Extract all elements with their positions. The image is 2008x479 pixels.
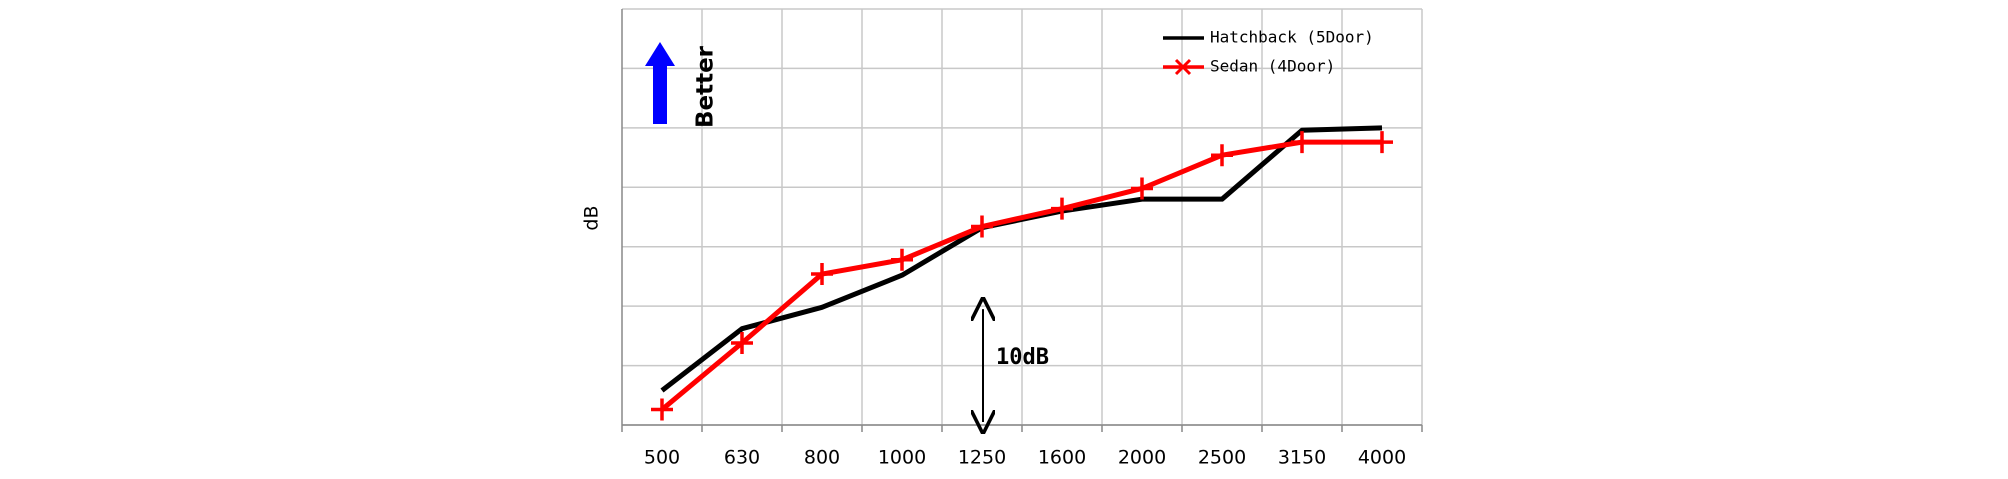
x-tick-label: 800 [804, 447, 840, 469]
legend-label: Sedan (4Door) [1210, 57, 1335, 76]
x-tick-label: 3150 [1278, 447, 1326, 469]
legend-marker [1174, 58, 1192, 76]
x-tick-label: 2500 [1198, 447, 1246, 469]
x-tick-label: 500 [644, 447, 680, 469]
y-axis-label: dB [581, 205, 603, 230]
point-marker [1051, 197, 1073, 220]
x-tick-label: 2000 [1118, 447, 1166, 469]
point-marker [1371, 131, 1393, 154]
scale-label: 10dB [996, 345, 1049, 370]
point-marker [651, 398, 673, 421]
x-tick-label: 630 [724, 447, 760, 469]
point-marker [1131, 177, 1153, 200]
point-marker [1211, 144, 1233, 167]
point-marker [1291, 131, 1313, 154]
x-tick-label: 1250 [958, 447, 1006, 469]
point-marker [731, 331, 753, 354]
better-arrow [645, 42, 675, 124]
x-tick-label: 1000 [878, 447, 926, 469]
point-marker [811, 263, 833, 286]
legend-label: Hatchback (5Door) [1210, 28, 1374, 47]
point-marker [891, 248, 913, 271]
point-marker [971, 215, 993, 238]
x-tick-label: 1600 [1038, 447, 1086, 469]
series-line [660, 139, 1382, 412]
better-label: Better [693, 45, 719, 128]
x-tick-label: 4000 [1358, 447, 1406, 469]
